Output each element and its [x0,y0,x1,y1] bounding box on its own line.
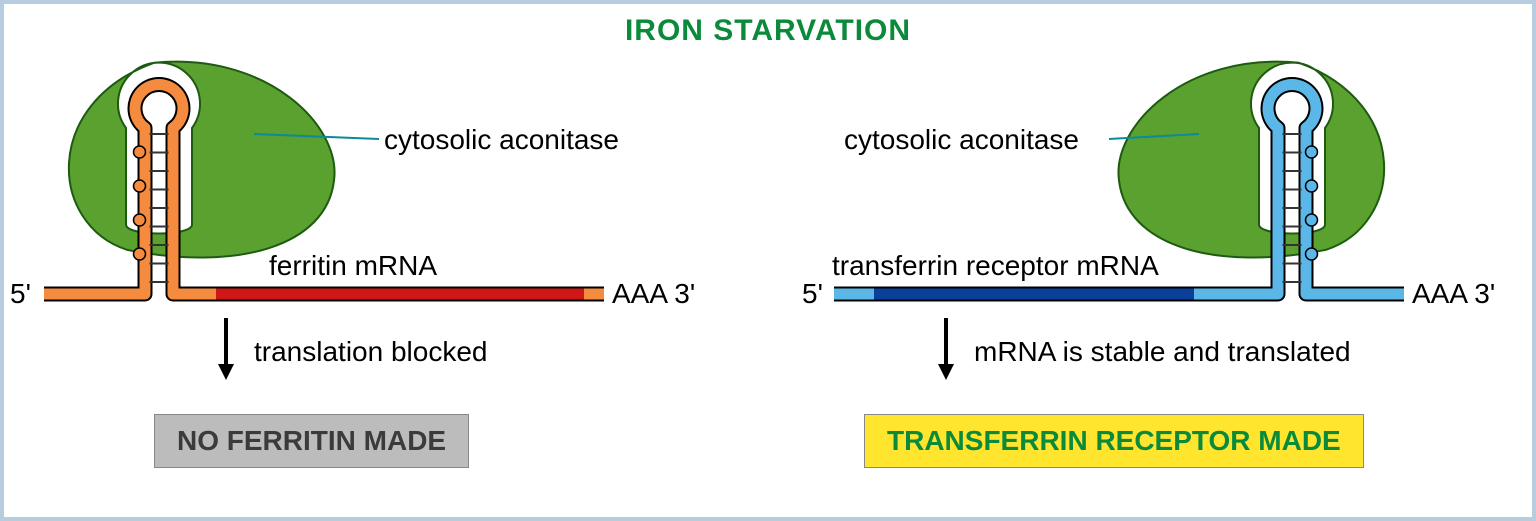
status-label: mRNA is stable and translated [974,336,1351,368]
panel-ferritin: 5' AAA 3' cytosolic aconitase ferritin m… [4,54,764,494]
mrna-label: transferrin receptor mRNA [832,250,1159,282]
five-prime-label: 5' [10,278,31,310]
result-no-ferritin: NO FERRITIN MADE [154,414,469,468]
arrow-head-icon [938,364,954,380]
arrow-icon [224,318,228,366]
arrow-head-icon [218,364,234,380]
panel-transferrin: 5' AAA 3' cytosolic aconitase transferri… [764,54,1536,494]
three-prime-label: AAA 3' [1412,278,1495,310]
aconitase-label: cytosolic aconitase [384,124,619,156]
arrow-icon [944,318,948,366]
diagram-frame: IRON STARVATION 5' AAA 3' cytosolic acon… [0,0,1536,521]
diagram-title: IRON STARVATION [4,14,1532,48]
status-label: translation blocked [254,336,487,368]
aconitase-label: cytosolic aconitase [844,124,1079,156]
five-prime-label: 5' [802,278,823,310]
mrna-label: ferritin mRNA [269,250,437,282]
result-transferrin-made: TRANSFERRIN RECEPTOR MADE [864,414,1364,468]
three-prime-label: AAA 3' [612,278,695,310]
